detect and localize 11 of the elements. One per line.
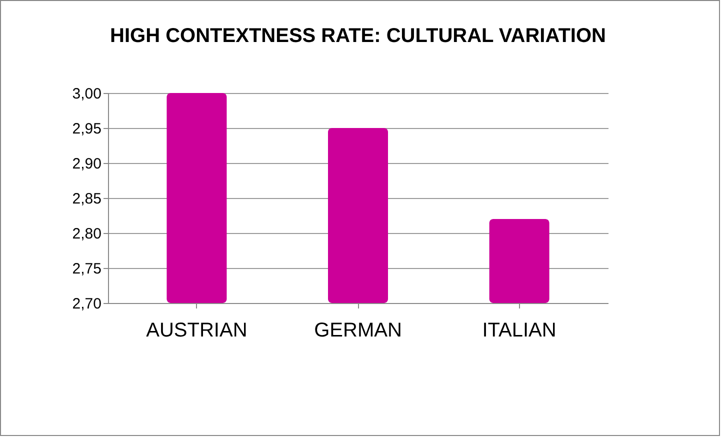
y-tick-label: 2,95 [72, 120, 102, 138]
y-tick-label: 2,85 [72, 190, 102, 208]
x-tick-label: ITALIAN [482, 320, 556, 342]
y-tick-label: 2,80 [72, 226, 102, 242]
y-tick-label: 3,00 [72, 86, 102, 102]
x-tick-label: GERMAN [314, 320, 402, 342]
chart-title: HIGH CONTEXTNESS RATE: CULTURAL VARIATION [110, 25, 606, 47]
y-tick-label: 2,90 [72, 156, 102, 172]
y-tick-label: 2,70 [72, 296, 102, 312]
x-tick-label: AUSTRIAN [146, 320, 248, 342]
y-tick-label: 2,75 [72, 260, 102, 278]
